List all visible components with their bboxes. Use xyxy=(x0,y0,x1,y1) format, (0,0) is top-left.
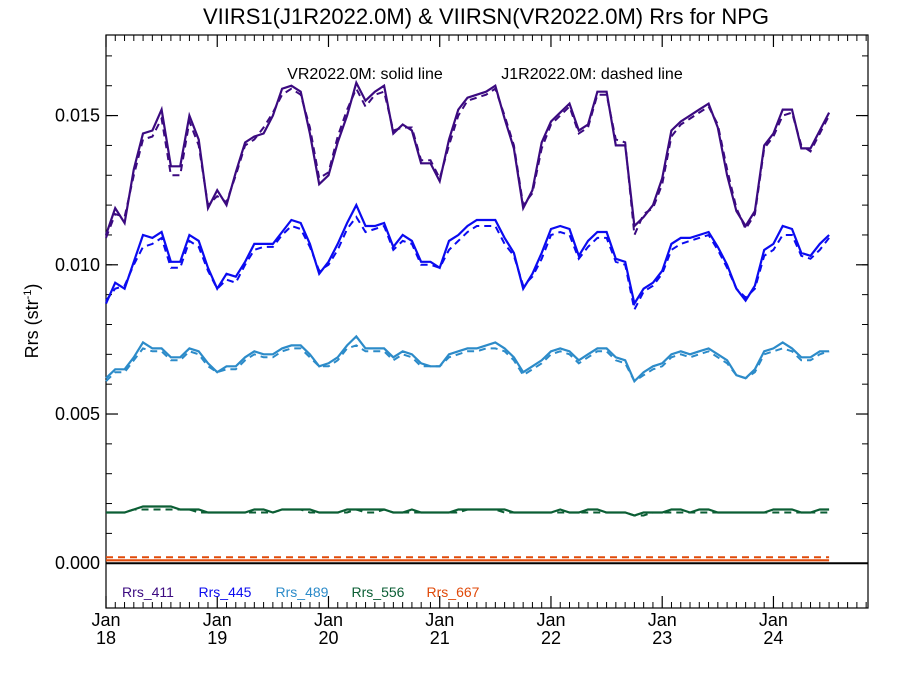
series-rrs-489-dashed-line xyxy=(105,344,830,383)
legend-rrs-489: Rrs_489 xyxy=(276,584,329,600)
x-tick-label-month: Jan xyxy=(314,610,343,630)
y-tick-label: 0.000 xyxy=(55,553,100,573)
series-rrs-411-solid-line xyxy=(104,79,831,236)
x-tick-label-month: Jan xyxy=(648,610,677,630)
x-tick-label-month: Jan xyxy=(425,610,454,630)
x-tick-label-year: 20 xyxy=(318,628,338,648)
series-rrs-411-dashed-line xyxy=(105,86,830,239)
series-rrs-445-dashed-line xyxy=(105,215,830,313)
x-tick-label-year: 19 xyxy=(207,628,227,648)
legend-rrs-556: Rrs_556 xyxy=(352,584,405,600)
x-tick-label-month: Jan xyxy=(203,610,232,630)
y-axis-label: Rrs (str-1) xyxy=(22,284,42,359)
legend: Rrs_411 Rrs_445 Rrs_489 Rrs_556 Rrs_667 xyxy=(122,584,480,600)
x-tick-label-year: 21 xyxy=(430,628,450,648)
x-tick-label-year: 24 xyxy=(763,628,783,648)
legend-rrs-411: Rrs_411 xyxy=(122,584,174,600)
x-tick-label-year: 18 xyxy=(96,628,116,648)
annotation-dashed-line: J1R2022.0M: dashed line xyxy=(501,66,683,83)
y-tick-label: 0.005 xyxy=(55,404,100,424)
y-tick-label: 0.010 xyxy=(55,255,100,275)
x-tick-label-month: Jan xyxy=(91,610,120,630)
y-tick-label: 0.015 xyxy=(55,106,100,126)
plot-frame xyxy=(105,34,869,609)
series-rrs-445-solid-line xyxy=(104,202,830,307)
x-tick-label-month: Jan xyxy=(536,610,565,630)
legend-rrs-445: Rrs_445 xyxy=(199,584,252,600)
series-rrs-556-solid-line xyxy=(106,505,830,517)
series-lines xyxy=(104,79,868,565)
y-axis-ticks: 0.000 0.005 0.010 0.015 xyxy=(55,55,868,573)
x-tick-label-month: Jan xyxy=(759,610,788,630)
annotation-solid-line: VR2022.0M: solid line xyxy=(287,66,443,83)
series-rrs-489-solid-line xyxy=(105,334,830,384)
x-tick-label-year: 23 xyxy=(652,628,672,648)
x-tick-label-year: 22 xyxy=(541,628,561,648)
legend-rrs-667: Rrs_667 xyxy=(427,584,480,600)
chart-title: VIIRS1(J1R2022.0M) & VIIRSN(VR2022.0M) R… xyxy=(203,4,769,29)
